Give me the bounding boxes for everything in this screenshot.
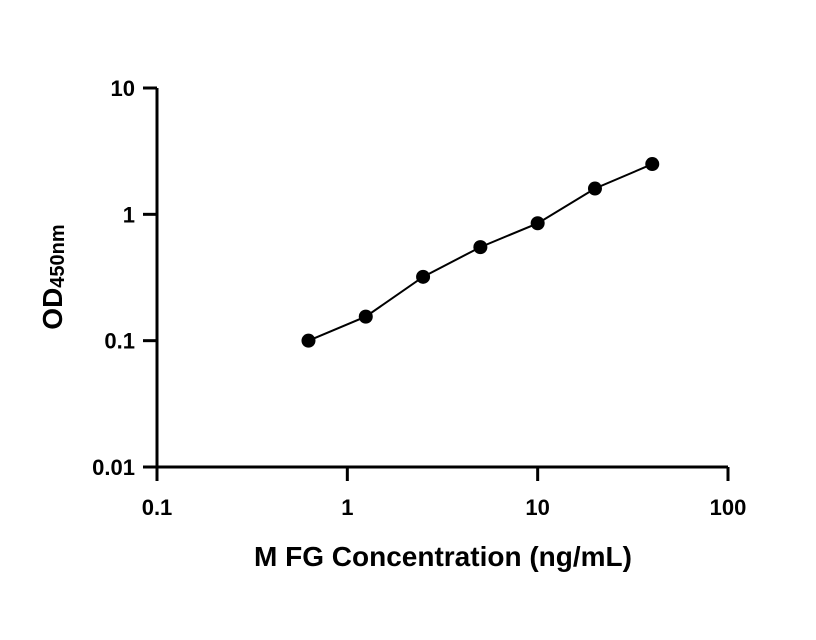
y-tick-label: 0.1	[104, 329, 135, 354]
y-tick-label: 0.01	[92, 455, 135, 480]
x-tick-label: 100	[710, 495, 747, 520]
data-points	[301, 157, 660, 348]
y-axis: 0.01 0.1 1 10	[92, 76, 159, 480]
data-point	[358, 309, 373, 324]
y-axis-title-main: OD	[37, 288, 68, 330]
y-tick-label: 1	[123, 202, 135, 227]
y-axis-title-sub: 450nm	[47, 224, 69, 287]
data-point	[530, 216, 545, 231]
data-point	[587, 181, 602, 196]
y-axis-title: OD450nm	[37, 224, 69, 329]
data-point	[416, 269, 431, 284]
x-tick-label: 0.1	[142, 495, 173, 520]
y-tick-label: 10	[111, 76, 135, 101]
data-point	[645, 157, 660, 172]
x-tick-label: 1	[341, 495, 353, 520]
x-axis: 0.1 1 10 100	[142, 465, 747, 520]
x-tick-label: 10	[525, 495, 549, 520]
data-point	[473, 240, 488, 255]
data-point	[301, 333, 316, 348]
x-axis-title: M FG Concentration (ng/mL)	[254, 541, 632, 572]
